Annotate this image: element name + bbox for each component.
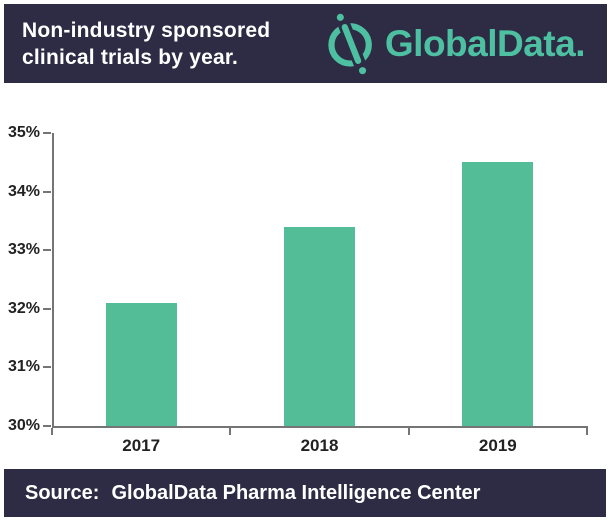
x-axis-label: 2019: [478, 436, 517, 455]
chart-title-line2: clinical trials by year.: [22, 46, 239, 69]
y-axis-tick: [43, 366, 51, 369]
y-axis-label: 32%: [7, 299, 40, 317]
x-axis-tick: [229, 428, 232, 435]
x-axis-tick: [407, 428, 410, 435]
y-axis-tick: [43, 249, 51, 252]
bar-2019: [462, 162, 534, 426]
bar-2018: [284, 226, 355, 426]
x-axis: [52, 426, 588, 428]
y-axis-tick: [43, 307, 51, 310]
x-axis-label: 2018: [300, 436, 339, 455]
source-banner: Source: GlobalData Pharma Intelligence Ce…: [4, 469, 606, 517]
globaldata-globe-icon: [328, 13, 372, 74]
bar-2017: [105, 302, 177, 426]
y-axis-tick: [43, 190, 51, 193]
y-axis-label: 34%: [7, 182, 40, 200]
chart-title-line1: Non-industry sponsored: [22, 19, 271, 42]
y-axis-tick: [43, 425, 51, 427]
y-axis-label: 31%: [7, 358, 40, 376]
chart-title: Non-industry sponsored clinical trials b…: [22, 17, 270, 71]
header-banner: Non-industry sponsored clinical trials b…: [4, 4, 607, 83]
source-text: GlobalData Pharma Intelligence Center: [111, 482, 481, 504]
y-axis-tick: [43, 132, 51, 134]
x-axis-label: 2017: [122, 436, 161, 455]
x-axis-tick: [51, 428, 53, 435]
globaldata-logo-text: GlobalData.: [384, 22, 586, 64]
globaldata-logo: GlobalData.: [326, 12, 586, 76]
plot-area: 30% 31% 32% 33% 34% 35% 2017 2018 2019: [8, 124, 588, 455]
y-axis-label: 33%: [7, 241, 40, 259]
x-axis-tick: [586, 428, 588, 435]
y-axis-label: 30%: [7, 417, 40, 434]
y-axis: [52, 133, 54, 428]
source-label: Source:: [25, 482, 100, 504]
y-axis-label: 35%: [7, 124, 40, 141]
